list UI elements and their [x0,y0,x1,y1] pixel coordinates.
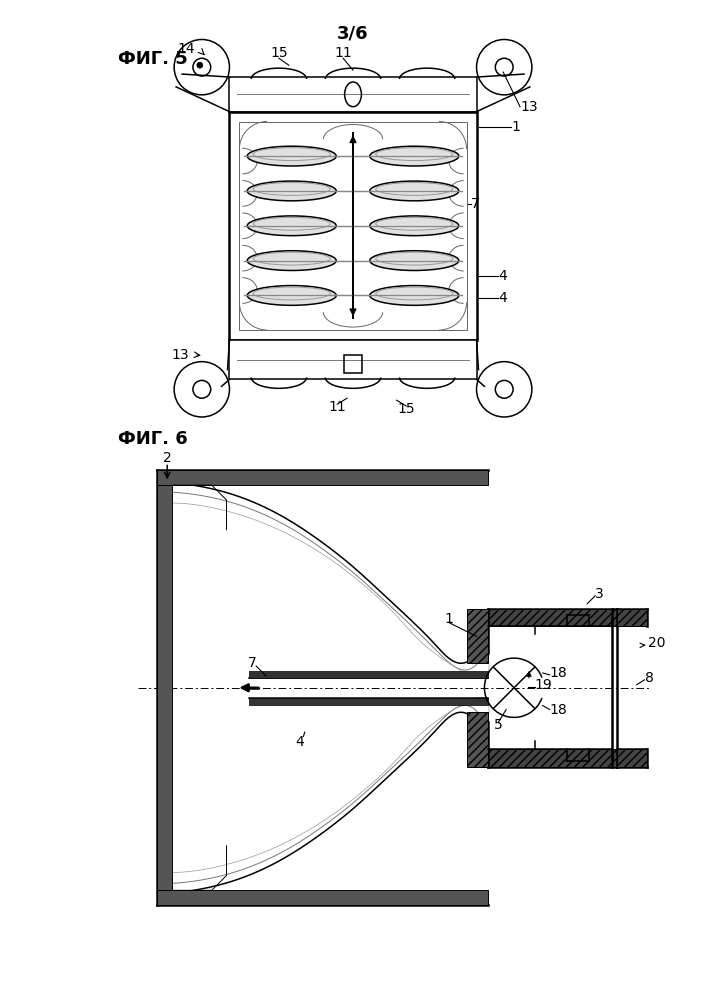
Ellipse shape [370,181,459,201]
Text: 2: 2 [163,451,172,465]
Text: 7: 7 [247,656,256,670]
Text: 4: 4 [498,291,507,305]
Text: 11: 11 [328,400,346,414]
Ellipse shape [247,181,337,201]
Text: 13: 13 [171,348,189,362]
Text: 20: 20 [648,636,666,650]
Text: 3: 3 [595,587,604,601]
Text: 4: 4 [498,269,507,283]
Bar [230,340,477,379]
Text: 4: 4 [296,735,305,749]
Text: 18: 18 [549,666,568,680]
Bar [467,712,489,767]
Text: 14: 14 [177,42,195,56]
Text: 11: 11 [334,46,352,60]
Bar [158,470,489,485]
Text: 19: 19 [534,678,553,692]
Text: 18: 18 [549,703,568,717]
Bar [489,749,617,767]
Text: 3/6: 3/6 [337,25,369,43]
Text: ФИГ. 6: ФИГ. 6 [118,430,187,448]
Ellipse shape [370,251,459,270]
Bar [250,698,489,705]
Ellipse shape [247,216,337,236]
Ellipse shape [370,286,459,305]
Text: 7: 7 [471,197,479,211]
Ellipse shape [247,286,337,305]
Bar [230,77,477,112]
Circle shape [197,62,203,68]
Bar [489,609,617,626]
Text: 5: 5 [494,718,503,732]
Text: ФИГ. 5: ФИГ. 5 [118,50,187,68]
Ellipse shape [247,251,337,270]
Text: 1: 1 [445,612,453,626]
Bar [240,122,467,330]
Text: 15: 15 [397,402,415,416]
Bar [250,671,489,678]
Text: 13: 13 [520,100,537,114]
Bar [230,112,477,340]
Bar [158,890,489,905]
Bar [467,609,489,663]
Text: 1: 1 [511,120,520,134]
Bar [617,609,646,626]
Ellipse shape [247,146,337,166]
Ellipse shape [370,216,459,236]
Ellipse shape [370,146,459,166]
Text: 8: 8 [645,671,653,685]
Bar [158,485,173,890]
Bar [344,355,362,373]
Bar [617,749,646,767]
Text: 15: 15 [270,46,288,60]
